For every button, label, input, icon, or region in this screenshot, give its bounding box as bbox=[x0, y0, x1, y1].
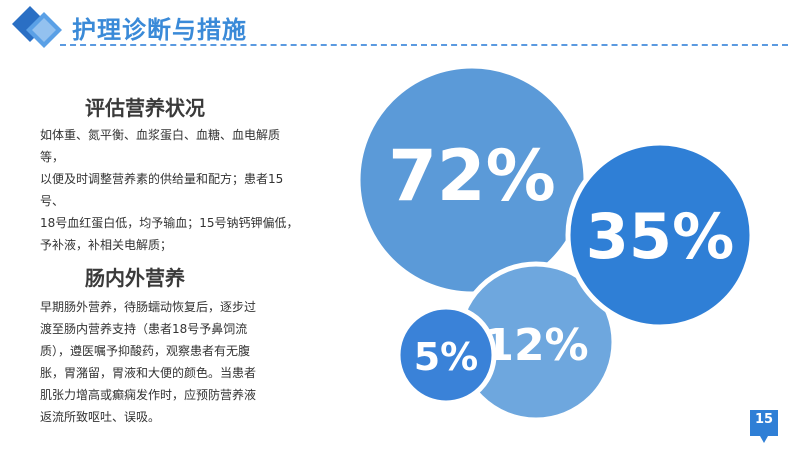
bubble-5-label: 5% bbox=[414, 335, 479, 379]
slide-header: 护理诊断与措施 bbox=[0, 0, 800, 56]
text-line: 质），遵医嘱予抑酸药，观察患者有无腹 bbox=[40, 344, 251, 358]
section-title-nutrition-assessment: 评估营养状况 bbox=[85, 96, 205, 120]
section-title-enteral-parenteral: 肠内外营养 bbox=[85, 266, 185, 290]
bubble-12: 12% bbox=[455, 261, 617, 423]
percentage-bubbles: 72% 12% 5% 35% bbox=[355, 63, 755, 423]
bubble-5: 5% bbox=[395, 304, 497, 406]
text-line: 肌张力增高或癫痫发作时，应预防营养液 bbox=[40, 388, 257, 402]
section-body-enteral-parenteral: 早期肠外营养，待肠蠕动恢复后，逐步过 渡至肠内营养支持（患者18号予鼻饲流 质）… bbox=[40, 296, 302, 428]
bubble-12-label: 12% bbox=[483, 320, 588, 371]
text-line: 18号血红蛋白低，均予输血；15号钠钙钾偏低， bbox=[40, 216, 299, 230]
text-line: 以便及时调整营养素的供给量和配方；患者15号、 bbox=[40, 172, 284, 208]
diamond-logo-icon bbox=[12, 6, 62, 48]
bubble-5-circle bbox=[395, 304, 497, 406]
slide-title: 护理诊断与措施 bbox=[72, 16, 247, 44]
page-number: 15 bbox=[754, 412, 774, 427]
text-line: 胀，胃潴留，胃液和大便的颜色。当患者 bbox=[40, 366, 257, 380]
bubble-35-circle bbox=[565, 140, 755, 330]
bubble-72-label: 72% bbox=[388, 135, 556, 217]
text-line: 如体重、氮平衡、血浆蛋白、血糖、血电解质等， bbox=[40, 128, 281, 164]
bubble-35-label: 35% bbox=[586, 200, 734, 273]
text-line: 早期肠外营养，待肠蠕动恢复后，逐步过 bbox=[40, 300, 257, 314]
header-divider bbox=[60, 44, 788, 46]
section-body-nutrition-assessment: 如体重、氮平衡、血浆蛋白、血糖、血电解质等， 以便及时调整营养素的供给量和配方；… bbox=[40, 124, 300, 256]
text-line: 返流所致呕吐、误吸。 bbox=[40, 410, 161, 424]
page-number-badge bbox=[750, 410, 778, 443]
bubble-72: 72% bbox=[355, 63, 589, 297]
text-line: 渡至肠内营养支持（患者18号予鼻饲流 bbox=[40, 322, 248, 336]
text-line: 予补液，补相关电解质； bbox=[40, 238, 173, 252]
bubble-35: 35% bbox=[565, 140, 755, 330]
